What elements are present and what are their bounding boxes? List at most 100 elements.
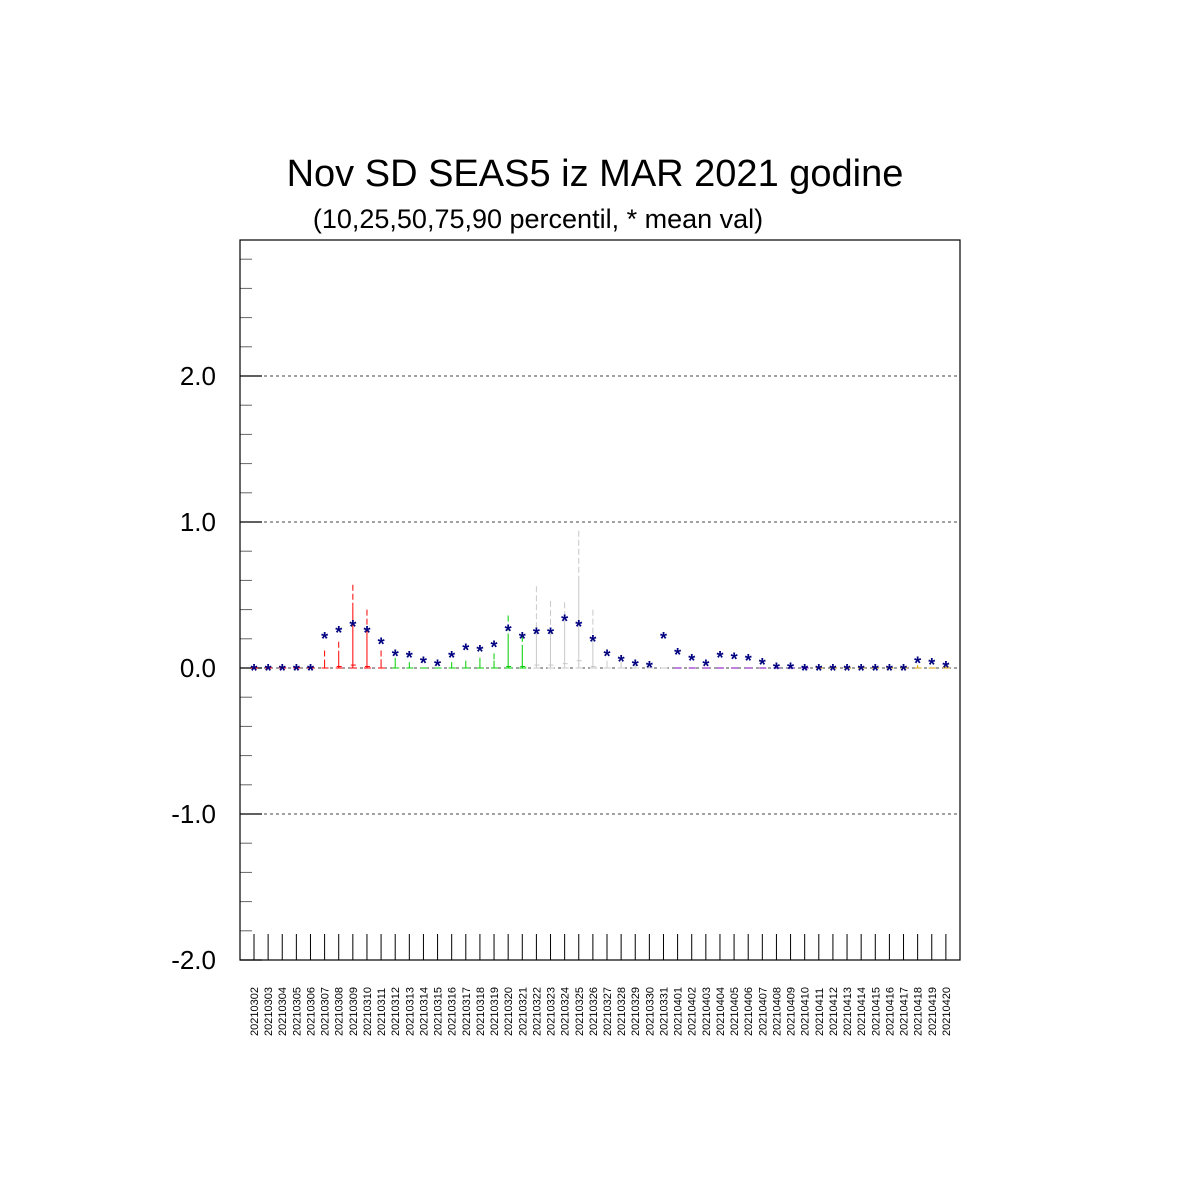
- mean-marker: *: [858, 661, 865, 681]
- x-tick-label: 20210329: [630, 987, 642, 1036]
- mean-marker: *: [335, 623, 342, 643]
- y-tick-label: 2.0: [180, 361, 216, 391]
- mean-marker: *: [702, 657, 709, 677]
- x-tick-label: 20210309: [348, 987, 360, 1036]
- mean-marker: *: [716, 648, 723, 668]
- mean-markers: * * * * * * * * * * * * * * * * * * * * * * * * * * * * * * * * * * * * * * * *…: [250, 611, 949, 681]
- x-tick-label: 20210326: [588, 987, 600, 1036]
- mean-marker: *: [759, 655, 766, 675]
- x-tick-label: 20210410: [800, 987, 812, 1036]
- x-tick-label: 20210411: [814, 988, 826, 1036]
- x-tick-label: 20210313: [404, 987, 416, 1036]
- x-tick-label: 20210406: [743, 987, 755, 1036]
- x-tick-label: 20210323: [546, 987, 558, 1036]
- mean-marker: *: [674, 645, 681, 665]
- chart-title: Nov SD SEAS5 iz MAR 2021 godine: [287, 153, 904, 195]
- x-tick-label: 20210305: [291, 987, 303, 1036]
- x-tick-label: 20210328: [616, 987, 628, 1036]
- mean-marker: *: [533, 625, 540, 645]
- mean-marker: *: [603, 646, 610, 666]
- mean-marker: *: [829, 661, 836, 681]
- y-axis-labels: 2.0 1.0 0.0 -1.0 -2.0: [171, 361, 216, 975]
- mean-marker: *: [872, 661, 879, 681]
- mean-marker: *: [561, 611, 568, 631]
- x-tick-label: 20210314: [418, 987, 430, 1036]
- mean-marker: *: [265, 661, 272, 681]
- x-tick-label: 20210401: [673, 987, 685, 1036]
- x-tick-label: 20210317: [461, 987, 473, 1036]
- x-tick-label: 20210412: [828, 987, 840, 1036]
- mean-marker: *: [363, 623, 370, 643]
- mean-marker: *: [321, 629, 328, 649]
- x-tick-label: 20210321: [517, 987, 529, 1036]
- x-tick-label: 20210320: [503, 987, 515, 1036]
- y-minor-ticks: [240, 258, 262, 961]
- y-tick-label: 0.0: [180, 653, 216, 683]
- x-tick-label: 20210312: [390, 987, 402, 1036]
- y-tick-label: -2.0: [171, 945, 216, 975]
- mean-marker: *: [844, 661, 851, 681]
- x-tick-label: 20210324: [560, 987, 572, 1036]
- plot-frame: [239, 239, 961, 961]
- mean-marker: *: [476, 642, 483, 662]
- mean-marker: *: [279, 661, 286, 681]
- x-tick-label: 20210407: [757, 987, 769, 1036]
- x-tick-label: 20210318: [475, 987, 487, 1036]
- mean-marker: *: [660, 629, 667, 649]
- chart-subtitle: (10,25,50,75,90 percentil, * mean val): [313, 204, 763, 234]
- mean-marker: *: [886, 661, 893, 681]
- mean-marker: *: [589, 632, 596, 652]
- x-axis-labels: 20210302 20210303 20210304 20210305 20210306…: [249, 934, 953, 1036]
- y-tick-label: -1.0: [171, 799, 216, 829]
- mean-marker: *: [815, 661, 822, 681]
- mean-marker: *: [745, 651, 752, 671]
- mean-marker: *: [406, 648, 413, 668]
- x-tick-label: 20210403: [701, 987, 713, 1036]
- mean-marker: *: [632, 657, 639, 677]
- mean-marker: *: [378, 635, 385, 655]
- mean-marker: *: [787, 660, 794, 680]
- x-tick-label: 20210409: [786, 987, 798, 1036]
- x-tick-label: 20210331: [658, 987, 670, 1036]
- x-tick-label: 20210322: [531, 987, 543, 1036]
- mean-marker: *: [942, 658, 949, 678]
- x-tick-label: 20210413: [842, 987, 854, 1036]
- mean-marker: *: [547, 625, 554, 645]
- mean-marker: *: [731, 649, 738, 669]
- x-tick-label: 20210404: [715, 987, 727, 1036]
- x-tick-label: 20210402: [687, 987, 699, 1036]
- x-tick-label: 20210327: [602, 987, 614, 1036]
- x-tick-label: 20210419: [927, 987, 939, 1036]
- mean-marker: *: [900, 661, 907, 681]
- x-tick-label: 20210303: [263, 987, 275, 1036]
- y-tick-label: 1.0: [180, 507, 216, 537]
- x-tick-label: 20210308: [334, 987, 346, 1036]
- mean-marker: *: [928, 655, 935, 675]
- x-tick-label: 20210306: [305, 987, 317, 1036]
- x-tick-label: 20210311: [376, 988, 388, 1036]
- x-tick-label: 20210408: [771, 987, 783, 1036]
- x-tick-label: 20210330: [644, 987, 656, 1036]
- mean-marker: *: [646, 658, 653, 678]
- mean-marker: *: [688, 651, 695, 671]
- mean-marker: *: [462, 641, 469, 661]
- x-tick-label: 20210420: [941, 987, 953, 1036]
- mean-marker: *: [307, 661, 314, 681]
- mean-marker: *: [420, 654, 427, 674]
- x-tick-label: 20210415: [870, 987, 882, 1036]
- mean-marker: *: [575, 617, 582, 637]
- percentile-boxes: [251, 530, 950, 669]
- x-tick-label: 20210319: [489, 987, 501, 1036]
- x-tick-label: 20210315: [433, 987, 445, 1036]
- mean-marker: *: [519, 629, 526, 649]
- x-tick-label: 20210417: [899, 987, 911, 1036]
- x-tick-label: 20210316: [447, 987, 459, 1036]
- mean-marker: *: [392, 646, 399, 666]
- x-tick-label: 20210325: [574, 987, 586, 1036]
- mean-marker: *: [914, 654, 921, 674]
- x-tick-label: 20210302: [249, 987, 261, 1036]
- x-tick-label: 20210414: [856, 987, 868, 1036]
- mean-marker: *: [349, 617, 356, 637]
- x-tick-label: 20210310: [362, 987, 374, 1036]
